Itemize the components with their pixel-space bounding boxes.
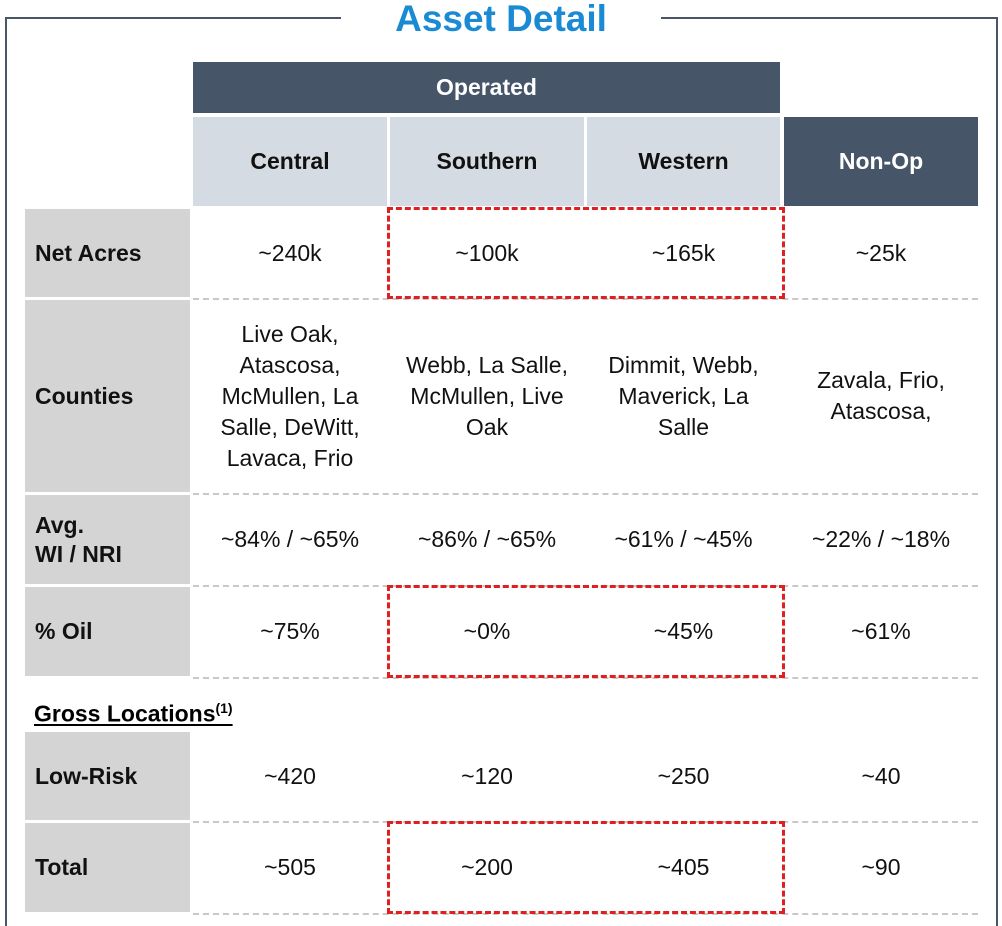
table-cell: ~45% [653, 618, 714, 644]
highlight-box [387, 207, 785, 299]
frame-line [5, 17, 341, 19]
table-cell: Live Oak, Atascosa, McMullen, La Salle, … [220, 320, 360, 471]
table-cell: ~240k [258, 239, 322, 266]
row-separator [193, 913, 978, 915]
row-label: Avg. WI / NRI [25, 495, 190, 584]
highlight-box [387, 821, 785, 914]
frame-line [5, 17, 7, 926]
row-label: Net Acres [25, 209, 190, 297]
footnote-mark: (1) [215, 700, 233, 716]
column-header: Western [587, 117, 780, 206]
row-label: Total [25, 823, 190, 912]
column-header: Non-Op [784, 117, 978, 206]
table-cell: Zavala, Frio, Atascosa, [817, 367, 945, 424]
table-cell: ~22% / ~18% [811, 526, 951, 552]
section-title: Gross Locations(1) [34, 700, 233, 728]
frame-line [661, 17, 998, 19]
row-separator [193, 298, 978, 300]
table-cell: ~86% / ~65% [417, 526, 557, 552]
row-label: Low-Risk [25, 732, 190, 820]
row-separator [193, 677, 978, 679]
highlight-box [387, 585, 785, 678]
table-cell: ~165k [651, 239, 716, 266]
table-cell: ~40 [861, 762, 901, 789]
table-cell: Dimmit, Webb, Maverick, La Salle [608, 351, 759, 440]
row-separator [193, 493, 978, 495]
column-header: Southern [390, 117, 584, 206]
group-header: Operated [193, 62, 780, 113]
column-header: Central [193, 117, 387, 206]
table-cell: ~120 [461, 762, 513, 789]
table-cell: ~200 [461, 854, 513, 880]
table-cell: ~405 [657, 854, 710, 880]
table-cell: ~61% / ~45% [614, 526, 753, 552]
table-cell: ~100k [455, 239, 519, 266]
section-title-text: Gross Locations [34, 700, 216, 727]
table-cell: ~420 [264, 762, 316, 789]
table-cell: ~75% [260, 618, 320, 644]
table-cell: ~505 [264, 854, 316, 880]
title: Asset Detail [395, 0, 607, 39]
table-cell: ~0% [463, 618, 511, 644]
table-cell: Webb, La Salle, McMullen, Live Oak [406, 351, 568, 440]
frame-line [996, 17, 998, 926]
table-cell: ~250 [657, 762, 710, 789]
table-cell: ~84% / ~65% [220, 526, 360, 552]
row-label: % Oil [25, 587, 190, 676]
table-cell: ~90 [861, 854, 901, 880]
table-cell: ~25k [855, 239, 907, 266]
table-cell: ~61% [851, 618, 911, 644]
row-label: Counties [25, 300, 190, 492]
